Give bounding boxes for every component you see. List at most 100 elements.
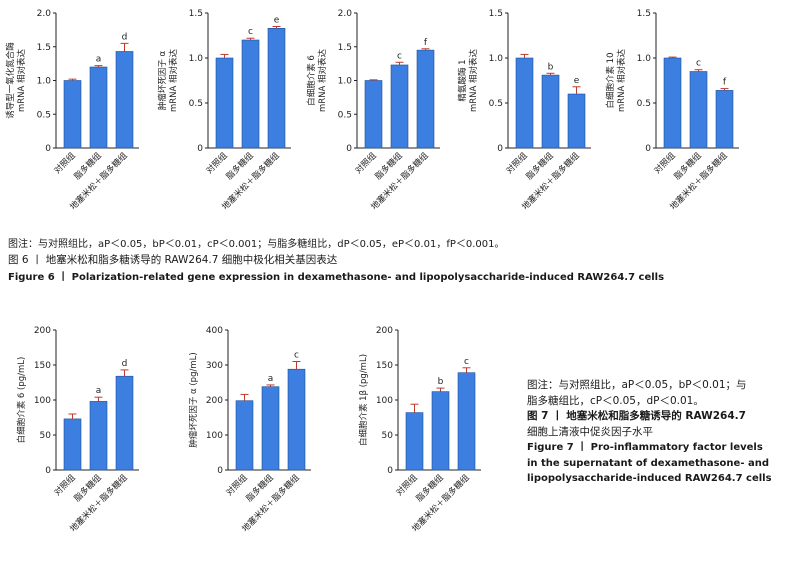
y-tick-label: 1.5 xyxy=(189,9,203,19)
significance-label: b xyxy=(438,377,444,387)
bar xyxy=(431,391,450,471)
bar xyxy=(405,412,424,471)
y-axis-label: 精氨酸酶 1 xyxy=(457,59,468,101)
bar xyxy=(416,49,435,149)
bar xyxy=(115,51,134,149)
figure7-title-en-line2: in the supernatant of dexamethasone- and xyxy=(527,457,769,469)
y-tick-label: 300 xyxy=(206,361,223,371)
figure7-caption: 图注：与对照组比，aP＜0.05，bP＜0.01；与 脂多糖组比，cP＜0.05… xyxy=(527,378,789,487)
significance-label: c xyxy=(294,351,299,361)
figure7-note-line1: 图注：与对照组比，aP＜0.05，bP＜0.01；与 xyxy=(527,379,747,391)
y-tick-label: 1.5 xyxy=(37,43,51,53)
significance-label: d xyxy=(122,32,128,42)
bar xyxy=(215,57,234,149)
bar xyxy=(89,401,108,471)
y-tick-label: 1.5 xyxy=(338,43,352,53)
y-tick-label: 1.0 xyxy=(189,54,204,64)
bar xyxy=(63,418,82,471)
y-tick-label: 0 xyxy=(45,466,51,476)
y-tick-label: 1.5 xyxy=(637,9,651,19)
bar xyxy=(63,80,82,149)
bar xyxy=(689,71,708,149)
figure7-note-line2: 脂多糖组比，cP＜0.05，dP＜0.01。 xyxy=(527,394,704,407)
y-tick-label: 0 xyxy=(645,144,651,154)
y-axis-label: 诱导型一氧化氮合酶 xyxy=(5,42,16,119)
y-axis-label: 肿瘤坏死因子 α (pg/mL) xyxy=(188,352,199,447)
figure7-title-cn-line2: 细胞上清液中促炎因子水平 xyxy=(527,425,653,438)
significance-label: a xyxy=(96,55,102,65)
significance-label: c xyxy=(696,59,701,69)
y-tick-label: 50 xyxy=(40,431,52,441)
y-tick-label: 0.5 xyxy=(489,99,503,109)
y-axis-label: mRNA 相对表达 xyxy=(168,48,179,112)
bar xyxy=(567,93,586,149)
bar xyxy=(515,57,534,149)
y-tick-label: 0 xyxy=(45,144,51,154)
y-axis-label: 白细胞介素 6 (pg/mL) xyxy=(16,357,27,444)
y-axis-label: mRNA 相对表达 xyxy=(616,48,627,112)
y-tick-label: 150 xyxy=(376,361,393,371)
y-tick-label: 0 xyxy=(217,466,223,476)
significance-label: e xyxy=(274,16,280,26)
y-tick-label: 0.5 xyxy=(338,110,352,120)
significance-label: c xyxy=(397,51,402,61)
significance-label: c xyxy=(464,357,469,367)
significance-label: e xyxy=(574,76,580,86)
y-tick-label: 100 xyxy=(206,431,223,441)
y-tick-label: 150 xyxy=(34,361,51,371)
bar xyxy=(115,375,134,471)
y-tick-label: 1.0 xyxy=(637,54,652,64)
y-axis-label: 白细胞介素 10 xyxy=(605,52,616,108)
bar xyxy=(261,386,280,471)
significance-label: d xyxy=(122,359,128,369)
y-axis-label: 白细胞介素 1β (pg/mL) xyxy=(358,354,369,446)
y-tick-label: 100 xyxy=(34,396,51,406)
y-tick-label: 0 xyxy=(346,144,352,154)
figure6-title-en: Figure 6 丨 Polarization-related gene exp… xyxy=(8,272,665,283)
y-axis-label: 肿瘤坏死因子 α xyxy=(157,50,168,110)
y-axis-label: mRNA 相对表达 xyxy=(468,48,479,112)
y-tick-label: 50 xyxy=(382,431,394,441)
significance-label: c xyxy=(248,27,253,37)
bar xyxy=(390,64,409,149)
y-tick-label: 400 xyxy=(206,326,223,336)
bar xyxy=(663,57,682,149)
figure7-title-en-line3: lipopolysaccharide-induced RAW264.7 cell… xyxy=(527,473,772,484)
bar xyxy=(457,372,476,471)
bar xyxy=(267,27,286,149)
y-tick-label: 1.0 xyxy=(37,77,52,87)
y-tick-label: 2.0 xyxy=(338,9,353,19)
y-tick-label: 0 xyxy=(497,144,503,154)
y-tick-label: 0 xyxy=(387,466,393,476)
y-tick-label: 2.0 xyxy=(37,9,52,19)
y-tick-label: 0.5 xyxy=(189,99,203,109)
bar xyxy=(364,80,383,149)
bar xyxy=(287,368,306,471)
y-tick-label: 200 xyxy=(376,326,393,336)
figure7-title-cn-line1: 图 7 丨 地塞米松和脂多糖诱导的 RAW264.7 xyxy=(527,410,746,422)
y-tick-label: 1.0 xyxy=(338,77,353,87)
y-tick-label: 100 xyxy=(376,396,393,406)
y-axis-label: mRNA 相对表达 xyxy=(317,48,328,112)
y-tick-label: 1.5 xyxy=(489,9,503,19)
y-tick-label: 200 xyxy=(34,326,51,336)
significance-label: a xyxy=(268,374,274,384)
y-tick-label: 0.5 xyxy=(37,110,51,120)
y-axis-label: mRNA 相对表达 xyxy=(16,48,27,112)
y-tick-label: 1.0 xyxy=(489,54,504,64)
significance-label: a xyxy=(96,386,102,396)
significance-label: f xyxy=(424,38,428,48)
bar xyxy=(541,74,560,149)
figure6-note: 图注：与对照组比，aP＜0.05，bP＜0.01，cP＜0.001；与脂多糖组比… xyxy=(8,239,505,250)
significance-label: b xyxy=(548,62,554,72)
y-axis-label: 白细胞介素 6 xyxy=(306,55,317,106)
figure7-title-en-line1: Figure 7 丨 Pro-inflammatory factor level… xyxy=(527,442,763,453)
y-tick-label: 200 xyxy=(206,396,223,406)
bar xyxy=(715,90,734,149)
